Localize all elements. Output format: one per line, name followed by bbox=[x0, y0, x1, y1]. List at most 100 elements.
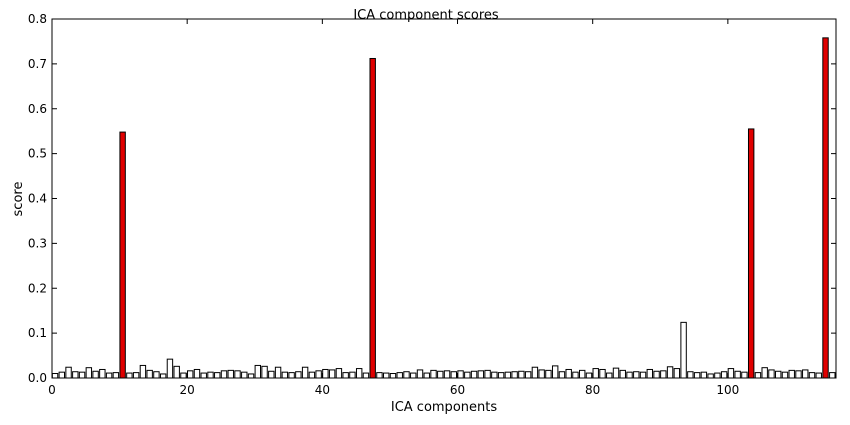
bar bbox=[58, 371, 66, 379]
bar bbox=[126, 372, 133, 379]
y-tick-label: 0.1 bbox=[28, 326, 47, 340]
x-tick-label: 0 bbox=[48, 383, 56, 397]
x-axis-label: ICA components bbox=[391, 400, 497, 415]
bar bbox=[815, 372, 822, 379]
bar bbox=[301, 366, 309, 379]
bar bbox=[389, 373, 397, 379]
bar bbox=[193, 368, 201, 379]
bar bbox=[829, 372, 836, 379]
bar bbox=[450, 371, 458, 379]
bar bbox=[274, 366, 282, 379]
bar bbox=[768, 369, 775, 379]
y-tick-label: 0.4 bbox=[28, 192, 47, 206]
y-tick-label: 0.6 bbox=[28, 102, 47, 116]
bar bbox=[410, 372, 417, 379]
bar bbox=[497, 372, 505, 379]
bar bbox=[470, 370, 478, 379]
bar bbox=[639, 371, 647, 379]
bar bbox=[741, 371, 748, 379]
bar bbox=[720, 371, 728, 379]
bar bbox=[504, 371, 512, 379]
bar bbox=[288, 372, 295, 379]
bar bbox=[700, 371, 708, 379]
bar bbox=[585, 372, 593, 379]
bar bbox=[430, 369, 437, 379]
bar bbox=[612, 367, 620, 379]
bar bbox=[112, 372, 120, 379]
bar bbox=[308, 371, 316, 379]
bar bbox=[491, 371, 498, 379]
bar bbox=[241, 371, 248, 379]
bar bbox=[680, 321, 687, 379]
bar bbox=[572, 371, 579, 379]
y-axis-label: score bbox=[11, 182, 26, 217]
bar bbox=[72, 371, 79, 379]
bar bbox=[565, 368, 572, 379]
bar bbox=[159, 373, 167, 379]
chart-title: ICA component scores bbox=[353, 8, 499, 23]
bar bbox=[153, 371, 160, 379]
bar bbox=[261, 365, 268, 379]
bar bbox=[254, 364, 262, 379]
bar bbox=[687, 371, 694, 379]
bar bbox=[802, 369, 809, 379]
x-tick-label: 80 bbox=[585, 383, 600, 397]
bar bbox=[362, 372, 370, 379]
bar bbox=[653, 370, 660, 379]
bar bbox=[65, 366, 72, 379]
bar bbox=[322, 368, 329, 379]
bar bbox=[734, 370, 741, 379]
bars-group bbox=[51, 37, 836, 379]
bar bbox=[531, 366, 539, 379]
bar bbox=[92, 370, 99, 379]
bar bbox=[227, 369, 234, 379]
bar bbox=[592, 368, 599, 379]
bar bbox=[187, 370, 194, 379]
y-tick-label: 0.0 bbox=[28, 371, 47, 385]
bar bbox=[268, 370, 275, 379]
bar bbox=[220, 370, 228, 379]
y-tick-label: 0.2 bbox=[28, 281, 47, 295]
bar bbox=[579, 369, 586, 379]
bar bbox=[437, 370, 444, 379]
bar bbox=[180, 372, 187, 379]
bar bbox=[200, 372, 207, 379]
bar bbox=[464, 371, 471, 379]
bar bbox=[403, 371, 410, 379]
x-tick-label: 40 bbox=[315, 383, 330, 397]
bar bbox=[727, 368, 735, 379]
x-tick-label: 60 bbox=[450, 383, 465, 397]
bar bbox=[808, 372, 816, 379]
bar bbox=[457, 370, 464, 379]
bar bbox=[443, 370, 451, 379]
plot-frame bbox=[51, 18, 837, 379]
bar bbox=[660, 370, 667, 379]
bar bbox=[484, 369, 491, 379]
bar-highlighted bbox=[119, 131, 126, 379]
bar bbox=[207, 371, 214, 379]
bar bbox=[761, 367, 768, 379]
bar bbox=[315, 370, 322, 379]
bar bbox=[423, 372, 430, 379]
bar bbox=[247, 373, 255, 379]
y-tick-label: 0.3 bbox=[28, 236, 47, 250]
ticks-group: 0 20 40 60 80 100 0.0 0.1 0.2 0.3 0.4 0.5 0.6 0.7 0.8 bbox=[28, 12, 836, 397]
bar bbox=[416, 369, 424, 379]
bar bbox=[599, 368, 606, 379]
bar bbox=[666, 366, 674, 379]
bar bbox=[606, 372, 613, 379]
bar bbox=[518, 370, 525, 379]
bar bbox=[166, 358, 174, 379]
bar bbox=[673, 368, 681, 379]
bar bbox=[234, 370, 241, 379]
bar bbox=[51, 373, 59, 379]
bar bbox=[78, 371, 86, 379]
bar bbox=[355, 368, 363, 379]
bar bbox=[383, 372, 390, 379]
bar bbox=[295, 371, 302, 379]
bar bbox=[281, 371, 289, 379]
bar-highlighted bbox=[822, 37, 829, 379]
bar bbox=[795, 370, 802, 379]
bar bbox=[558, 371, 566, 379]
